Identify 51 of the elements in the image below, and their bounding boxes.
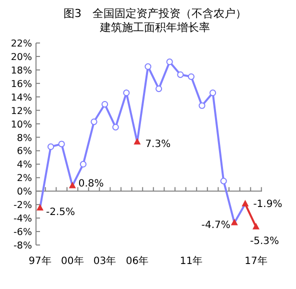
point	[188, 73, 194, 80]
x-tick-label: 11年	[180, 255, 203, 267]
data-label: 0.8%	[78, 178, 104, 190]
point	[80, 160, 86, 168]
point	[177, 71, 184, 78]
point	[156, 85, 162, 92]
data-label: -4.7%	[201, 220, 230, 231]
point	[166, 58, 173, 66]
y-tick-label: -8%	[14, 240, 32, 252]
title: 图3 全国固定资产投资（不含农户）	[64, 7, 246, 20]
point	[134, 138, 141, 144]
data-label: -1.9%	[253, 198, 282, 210]
x-tick-label: 03年	[93, 255, 116, 267]
point	[90, 118, 98, 126]
y-tick-label: 0%	[16, 186, 32, 198]
y-tick-label: 6%	[16, 146, 32, 158]
y-tick-label: 14%	[10, 92, 32, 104]
y-tick-label: 16%	[10, 78, 32, 90]
y-tick-label: 18%	[10, 65, 32, 76]
y-tick-label: 10%	[10, 119, 32, 130]
point	[210, 90, 216, 96]
point	[102, 100, 108, 108]
y-tick-label: 2%	[16, 173, 32, 184]
y-tick-label: 20%	[10, 52, 32, 63]
y-tick-label: 12%	[10, 106, 32, 117]
point	[48, 143, 54, 150]
point	[144, 63, 152, 70]
point	[242, 200, 249, 206]
point	[230, 218, 238, 226]
point	[68, 182, 76, 188]
y-tick-label: -6%	[14, 227, 32, 238]
point	[36, 204, 44, 210]
y-tick-label: 4%	[16, 160, 32, 171]
x-tick-label: 97年	[28, 255, 52, 267]
y-tick-label: 8%	[16, 132, 32, 144]
x-tick-label: 00年	[61, 255, 84, 267]
point	[112, 124, 119, 130]
y-tick-label: -4%	[14, 214, 32, 225]
data-label: 7.3%	[145, 138, 171, 150]
point	[58, 140, 65, 148]
y-tick-label: 22%	[10, 38, 32, 50]
data-label: -2.5%	[46, 206, 76, 218]
y-tick-label: -2%	[14, 200, 32, 212]
data-label: -5.3%	[250, 236, 280, 247]
point	[220, 178, 227, 184]
point	[252, 222, 260, 230]
point	[123, 90, 130, 96]
x-tick-label: 17年	[244, 255, 268, 267]
x-tick-label: 06年	[126, 255, 149, 267]
point	[198, 102, 206, 109]
subtitle: 建筑施工面积年增长率	[100, 21, 210, 34]
